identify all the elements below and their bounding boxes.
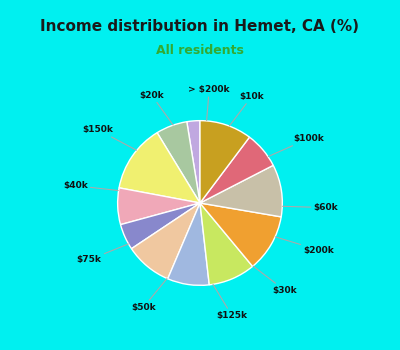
Wedge shape (200, 121, 250, 203)
Wedge shape (119, 133, 200, 203)
Wedge shape (118, 188, 200, 225)
Text: $10k: $10k (230, 92, 264, 126)
Wedge shape (200, 137, 273, 203)
Text: $20k: $20k (139, 91, 173, 125)
Wedge shape (132, 203, 200, 279)
Text: All residents: All residents (156, 44, 244, 57)
Wedge shape (200, 203, 252, 285)
Text: $200k: $200k (275, 237, 334, 254)
Wedge shape (200, 203, 281, 266)
Text: $30k: $30k (253, 266, 297, 295)
Text: > $200k: > $200k (188, 85, 230, 121)
Wedge shape (168, 203, 209, 285)
Wedge shape (200, 165, 282, 217)
Text: $150k: $150k (82, 125, 136, 150)
Text: $50k: $50k (131, 279, 167, 312)
Text: $75k: $75k (77, 244, 128, 264)
Wedge shape (157, 122, 200, 203)
Wedge shape (187, 121, 200, 203)
Text: $40k: $40k (63, 181, 118, 190)
Text: $60k: $60k (282, 203, 338, 212)
Wedge shape (120, 203, 200, 249)
Text: $125k: $125k (213, 285, 248, 320)
Text: Income distribution in Hemet, CA (%): Income distribution in Hemet, CA (%) (40, 19, 360, 34)
Text: $100k: $100k (268, 134, 324, 156)
